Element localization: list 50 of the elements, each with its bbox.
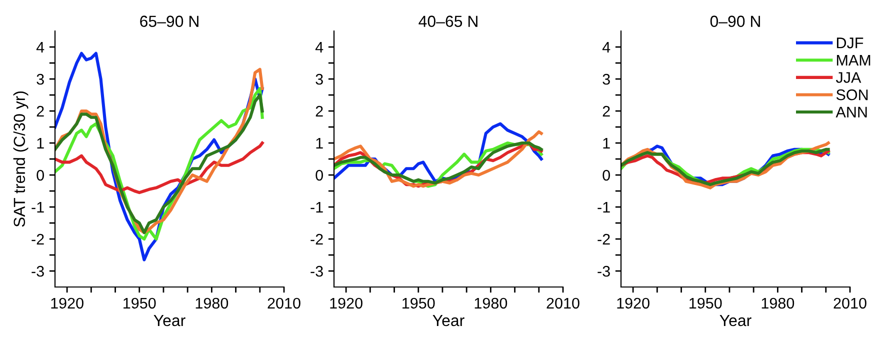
x-tick-label: 1920 bbox=[617, 298, 650, 309]
y-tick-label: 2 bbox=[316, 106, 323, 117]
x-axis-title: Year bbox=[154, 315, 186, 326]
line-series bbox=[55, 141, 264, 194]
y-tick-label: 2 bbox=[602, 106, 610, 117]
x-tick-label: 1980 bbox=[474, 298, 508, 309]
chart-title: 0–90 N bbox=[710, 16, 760, 27]
y-tick-label: -2 bbox=[32, 234, 44, 245]
x-tick-label: 1950 bbox=[124, 298, 156, 309]
x-tick-label: 2010 bbox=[546, 298, 580, 309]
y-tick-label: -1 bbox=[310, 202, 323, 213]
y-tick-label: -2 bbox=[598, 234, 610, 245]
x-tick-label: 1950 bbox=[402, 298, 435, 309]
x-tick-label: 1920 bbox=[51, 298, 84, 309]
y-tick-label: 2 bbox=[36, 106, 44, 117]
y-tick-label: 1 bbox=[603, 138, 610, 149]
y-axis-title: SAT trend (C/30 yr) bbox=[13, 91, 28, 227]
x-tick-label: 2010 bbox=[834, 298, 866, 309]
x-tick-label: 1980 bbox=[196, 298, 228, 309]
y-tick-label: -2 bbox=[310, 234, 323, 245]
x-axis-title: Year bbox=[720, 315, 752, 326]
x-tick-label: 1920 bbox=[330, 298, 362, 309]
x-tick-label: 1950 bbox=[690, 298, 722, 309]
y-tick-label: 0 bbox=[36, 170, 44, 181]
y-tick-label: -3 bbox=[310, 266, 323, 277]
y-tick-label: 4 bbox=[602, 42, 610, 53]
legend-label: DJF bbox=[836, 38, 864, 48]
line-series bbox=[334, 130, 543, 188]
y-tick-label: 1 bbox=[37, 138, 44, 149]
y-tick-label: -3 bbox=[598, 266, 610, 277]
chart-title: 65–90 N bbox=[140, 16, 198, 27]
y-tick-label: 0 bbox=[316, 170, 323, 181]
y-tick-label: 4 bbox=[36, 42, 44, 53]
y-tick-label: 3 bbox=[316, 74, 323, 85]
legend-label: JJA bbox=[836, 72, 862, 83]
y-tick-label: 0 bbox=[602, 170, 610, 181]
y-tick-label: 4 bbox=[315, 42, 324, 53]
legend-label: MAM bbox=[836, 54, 870, 66]
y-tick-label: -3 bbox=[32, 266, 44, 277]
y-tick-label: -1 bbox=[598, 202, 610, 213]
chart-title: 40–65 N bbox=[418, 16, 478, 27]
y-tick-label: -1 bbox=[32, 202, 44, 213]
legend-label: SON bbox=[836, 89, 868, 100]
x-tick-label: 1980 bbox=[762, 298, 794, 309]
y-tick-label: 3 bbox=[602, 74, 610, 85]
legend-label: ANN bbox=[836, 106, 867, 118]
y-tick-label: 1 bbox=[316, 138, 323, 149]
y-tick-label: 3 bbox=[36, 74, 44, 85]
x-axis-title: Year bbox=[432, 315, 464, 326]
x-tick-label: 2010 bbox=[268, 298, 300, 309]
